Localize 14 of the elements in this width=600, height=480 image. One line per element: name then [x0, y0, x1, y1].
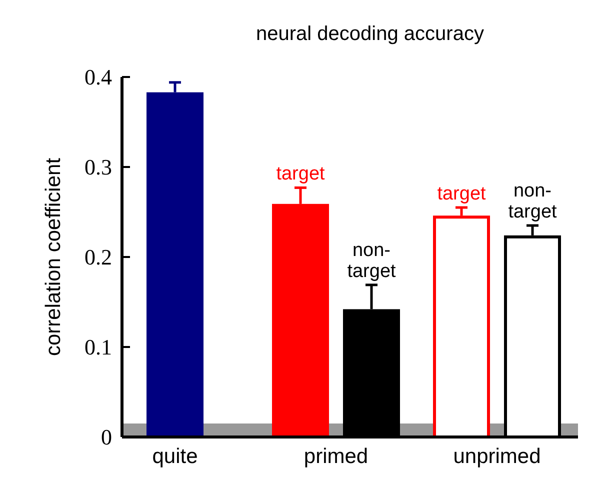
y-tick-label: 0 [101, 424, 112, 450]
series-label: target [437, 184, 487, 204]
x-tick-label: unprimed [453, 445, 541, 468]
y-axis-title: correlation coefficient [42, 158, 65, 356]
y-tick-label: 0.1 [84, 334, 112, 360]
y-tick-label: 0.2 [84, 244, 112, 270]
series-label: non-target [508, 180, 558, 222]
y-tick-label: 0.4 [84, 64, 112, 90]
x-tick-label: primed [304, 445, 368, 468]
y-tick-label: 0.3 [84, 154, 112, 180]
chart-title: neural decoding accuracy [256, 23, 484, 45]
x-tick-label: quite [152, 445, 198, 468]
text: non-target [347, 240, 396, 282]
text: target [276, 164, 325, 185]
